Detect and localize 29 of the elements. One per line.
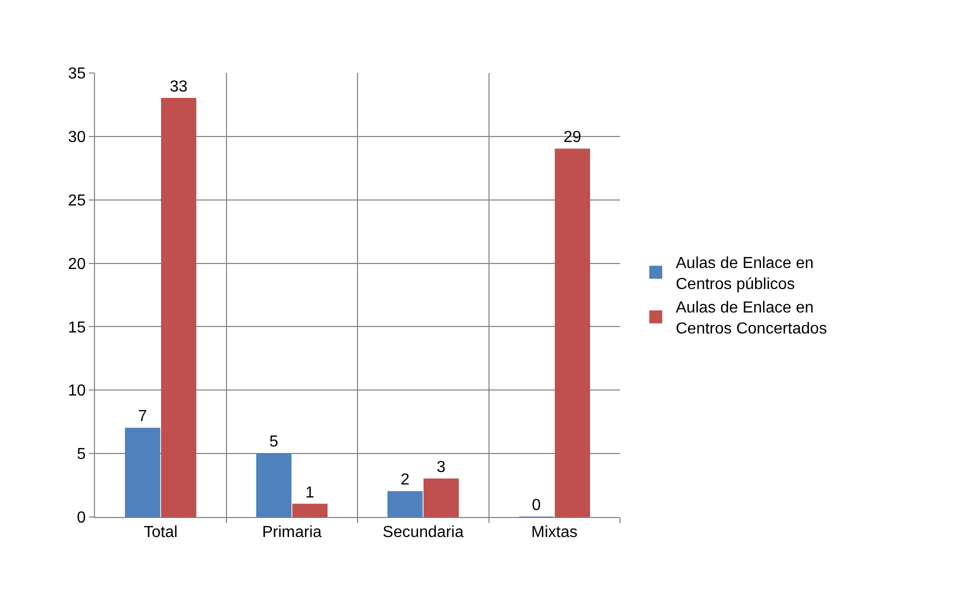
- bar: [554, 148, 590, 517]
- x-tick-label: Primaria: [262, 524, 322, 542]
- bar: [124, 428, 160, 517]
- x-tick-label: Secundaria: [382, 524, 464, 542]
- x-tick-label: Total: [144, 524, 178, 542]
- bar: [256, 453, 292, 517]
- data-label: 33: [170, 78, 188, 96]
- y-tick-label: 20: [68, 256, 86, 273]
- y-tick-label: 10: [68, 382, 86, 400]
- y-tick-label: 30: [68, 129, 86, 146]
- y-tick-label: 25: [68, 192, 86, 210]
- x-tick-label: Mixtas: [531, 524, 578, 542]
- data-label: 7: [138, 408, 148, 426]
- bar: [387, 491, 423, 517]
- legend-label: Aulas de Enlace en Centros públicos: [676, 255, 814, 293]
- data-label: 1: [305, 484, 314, 502]
- bar: [292, 504, 328, 517]
- data-label: 2: [400, 472, 410, 489]
- bar: [424, 478, 459, 517]
- legend-label: Aulas de Enlace en Centros Concertados: [676, 300, 827, 338]
- y-tick-label: 15: [68, 319, 86, 336]
- y-tick-label: 0: [76, 510, 86, 527]
- data-label: 0: [532, 497, 541, 514]
- y-tick-label: 35: [68, 66, 86, 83]
- y-tick-label: 5: [76, 446, 86, 464]
- data-label: 29: [563, 129, 582, 146]
- data-label: 5: [269, 434, 278, 451]
- data-label: 3: [436, 458, 446, 476]
- bar: [161, 98, 196, 517]
